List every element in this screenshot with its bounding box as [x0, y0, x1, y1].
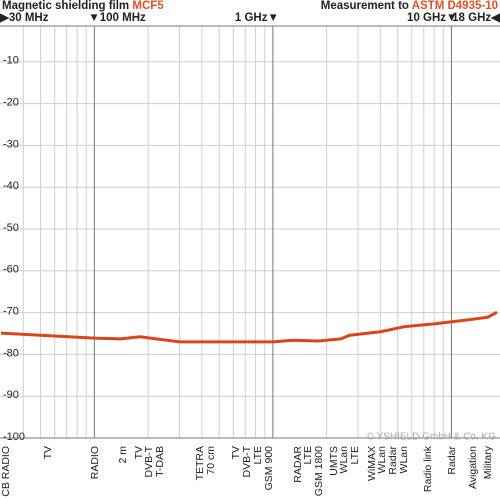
y-tick-label: -10	[3, 55, 19, 67]
chart-title: Magnetic shielding film MCF5	[2, 0, 164, 12]
band-label: Radio link	[422, 445, 434, 492]
band-label: 2 m	[117, 446, 129, 464]
band-label: RADAR	[292, 446, 304, 483]
band-label: Avigation	[467, 446, 479, 489]
band-label: T-DAB	[154, 446, 166, 477]
band-label: LTE	[302, 446, 314, 464]
band-label: Military	[482, 445, 494, 479]
band-label: Radar	[387, 446, 399, 475]
band-label: GSM 1800	[313, 446, 325, 496]
band-label: WiMAX	[366, 446, 378, 481]
band-label: DVB-T	[143, 445, 155, 477]
x-tick-label: ▼100 MHz	[88, 12, 146, 24]
title-text: Magnetic shielding film	[2, 0, 129, 12]
band-label: TV	[230, 446, 242, 459]
subtitle-text: Measurement to	[321, 0, 409, 12]
y-tick-label: -70	[3, 306, 19, 318]
y-tick-label: -20	[3, 97, 19, 109]
data-line	[0, 310, 498, 344]
y-tick-label: -90	[3, 389, 19, 401]
band-label: LTE	[252, 446, 264, 464]
band-label: CB RADIO	[0, 446, 12, 497]
y-tick-label: -80	[3, 347, 19, 359]
y-tick-label: -50	[3, 222, 19, 234]
copyright: © YSHIELD GmbH & Co. KG	[367, 432, 497, 443]
y-tick-label: -30	[3, 138, 19, 150]
y-tick-label: -100	[3, 431, 25, 443]
x-tick-label: 10 GHz▼	[407, 12, 457, 24]
band-label: UMTS	[328, 446, 340, 476]
band-label: LTE	[349, 446, 361, 464]
band-label: TETRA	[194, 446, 206, 480]
band-label: WLan	[398, 446, 410, 474]
chart-subtitle: Measurement to ASTM D4935-10	[321, 0, 498, 12]
x-tick-label: 18 GHz◀	[452, 12, 500, 24]
band-label: WLan	[376, 446, 388, 474]
subtitle-highlight: ASTM D4935-10	[412, 0, 498, 12]
title-highlight: MCF5	[132, 0, 164, 12]
band-label: TV	[133, 446, 145, 459]
y-tick-label: -60	[3, 264, 19, 276]
band-label: Radar	[446, 446, 458, 475]
y-tick-label: -40	[3, 180, 19, 192]
band-label: RADIO	[89, 446, 101, 479]
band-label: GSM 900	[263, 446, 275, 491]
x-tick-label: ▶30 MHz	[0, 12, 49, 24]
band-label: TV	[42, 446, 54, 459]
band-label: 70 cm	[205, 446, 217, 475]
band-label: DVB-T	[241, 445, 253, 477]
band-label: WLan	[338, 446, 350, 474]
x-tick-label: 1 GHz▼	[235, 12, 279, 24]
